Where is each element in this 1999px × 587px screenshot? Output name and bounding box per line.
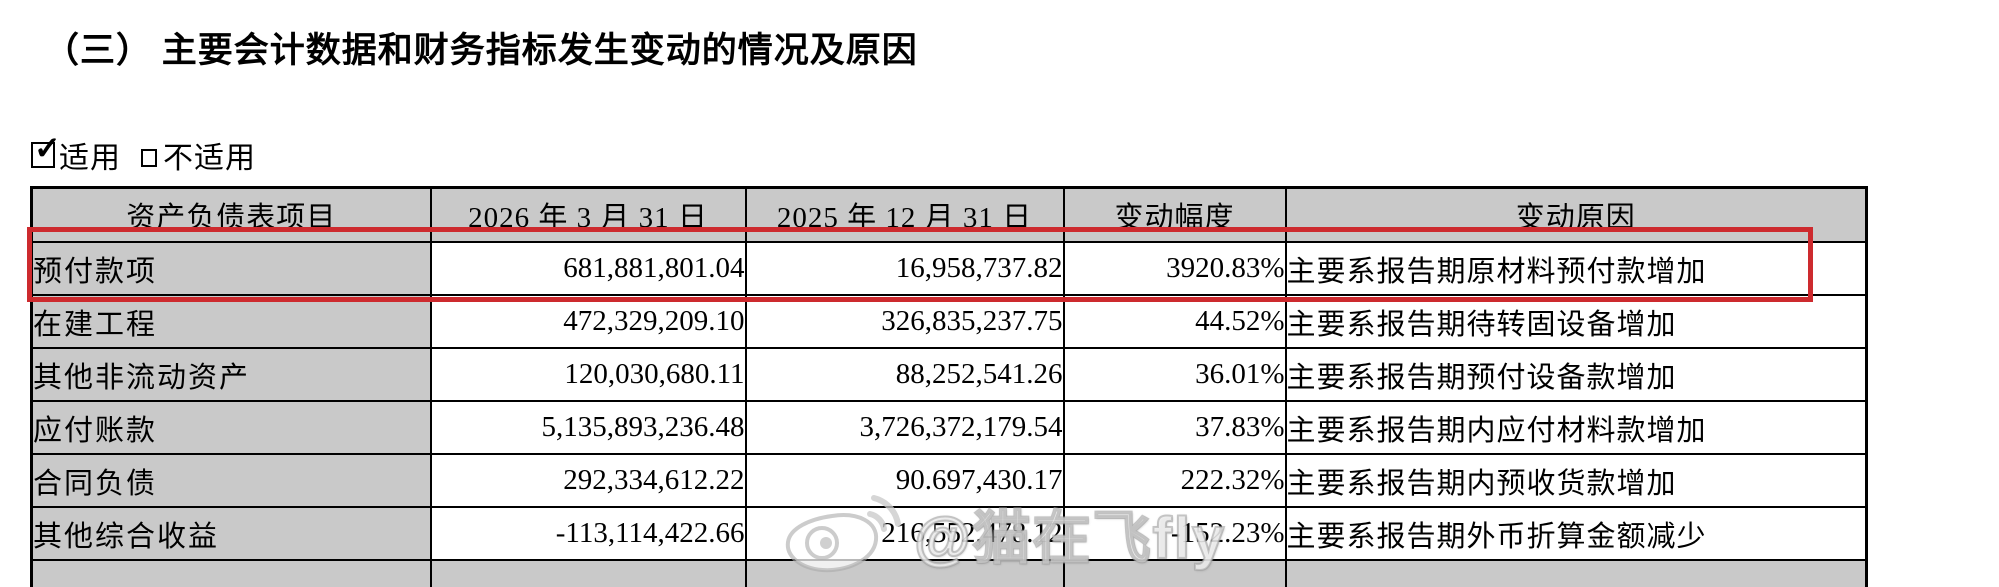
header-previous: 2025 年 12 月 31 日 — [744, 186, 1065, 243]
check-mark-icon: ✓ — [34, 130, 61, 166]
table-row: 预付款项 681,881,801.04 16,958,737.82 3920.83% 主… — [30, 241, 1868, 296]
row-current-cell: 472,329,209.10 — [429, 294, 747, 349]
row-reason-cell: 主要系报告期内预收货款增加 — [1284, 453, 1868, 508]
header-current: 2026 年 3 月 31 日 — [429, 186, 747, 243]
row-previous-cell: 16,958,737.82 — [744, 241, 1065, 296]
partial-cell — [30, 559, 432, 587]
row-previous-cell: 3,726,372,179.54 — [744, 400, 1065, 455]
table-row: 应付账款 5,135,893,236.48 3,726,372,179.54 37.8… — [30, 400, 1868, 455]
row-current-cell: -113,114,422.66 — [429, 506, 747, 561]
row-item-cell: 应付账款 — [30, 400, 432, 455]
row-change-cell: -152.23% — [1062, 506, 1287, 561]
row-current-cell: 292,334,612.22 — [429, 453, 747, 508]
row-item-cell: 在建工程 — [30, 294, 432, 349]
row-reason-cell: 主要系报告期原材料预付款增加 — [1284, 241, 1868, 296]
row-change-cell: 36.01% — [1062, 347, 1287, 402]
row-current-cell: 120,030,680.11 — [429, 347, 747, 402]
row-item-cell: 预付款项 — [30, 241, 432, 296]
row-change-cell: 44.52% — [1062, 294, 1287, 349]
partial-cell — [1062, 559, 1287, 587]
section-title: （三） 主要会计数据和财务指标发生变动的情况及原因 — [44, 31, 918, 70]
partial-cell — [429, 559, 747, 587]
applicability-line: ✓ 适用 不适用 — [31, 132, 256, 177]
row-item-cell: 其他综合收益 — [30, 506, 432, 561]
row-previous-cell: 90.697,430.17 — [744, 453, 1065, 508]
row-change-cell: 37.83% — [1062, 400, 1287, 455]
table-header-row: 资产负债表项目 2026 年 3 月 31 日 2025 年 12 月 31 日… — [30, 186, 1868, 243]
checkbox-unchecked-icon — [141, 149, 157, 167]
row-current-cell: 5,135,893,236.48 — [429, 400, 747, 455]
table-body: 预付款项 681,881,801.04 16,958,737.82 3920.83% 主… — [30, 241, 1868, 587]
table-row-partial — [30, 559, 1868, 587]
not-applicable-label: 不适用 — [163, 142, 256, 175]
row-change-cell: 222.32% — [1062, 453, 1287, 508]
row-current-cell: 681,881,801.04 — [429, 241, 747, 296]
row-item-cell: 其他非流动资产 — [30, 347, 432, 402]
partial-cell — [744, 559, 1065, 587]
row-previous-cell: 88,252,541.26 — [744, 347, 1065, 402]
row-reason-cell: 主要系报告期外币折算金额减少 — [1284, 506, 1868, 561]
partial-cell — [1284, 559, 1868, 587]
row-change-cell: 3920.83% — [1062, 241, 1287, 296]
header-reason: 变动原因 — [1284, 186, 1868, 243]
table-row: 合同负债 292,334,612.22 90.697,430.17 222.32% 主要… — [30, 453, 1868, 508]
table-row: 其他非流动资产 120,030,680.11 88,252,541.26 36.01%… — [30, 347, 1868, 402]
checkbox-checked-icon: ✓ — [31, 132, 61, 168]
header-item: 资产负债表项目 — [30, 186, 432, 243]
table-row: 其他综合收益 -113,114,422.66 216,552,478.12 -152.… — [30, 506, 1868, 561]
row-previous-cell: 216,552,478.12 — [744, 506, 1065, 561]
row-previous-cell: 326,835,237.75 — [744, 294, 1065, 349]
row-reason-cell: 主要系报告期内应付材料款增加 — [1284, 400, 1868, 455]
header-change: 变动幅度 — [1062, 186, 1287, 243]
row-item-cell: 合同负债 — [30, 453, 432, 508]
row-reason-cell: 主要系报告期待转固设备增加 — [1284, 294, 1868, 349]
balance-sheet-changes-table: 资产负债表项目 2026 年 3 月 31 日 2025 年 12 月 31 日… — [30, 186, 1868, 587]
table-row: 在建工程 472,329,209.10 326,835,237.75 44.52% 主要… — [30, 294, 1868, 349]
applicable-label: 适用 — [59, 142, 121, 175]
row-reason-cell: 主要系报告期预付设备款增加 — [1284, 347, 1868, 402]
